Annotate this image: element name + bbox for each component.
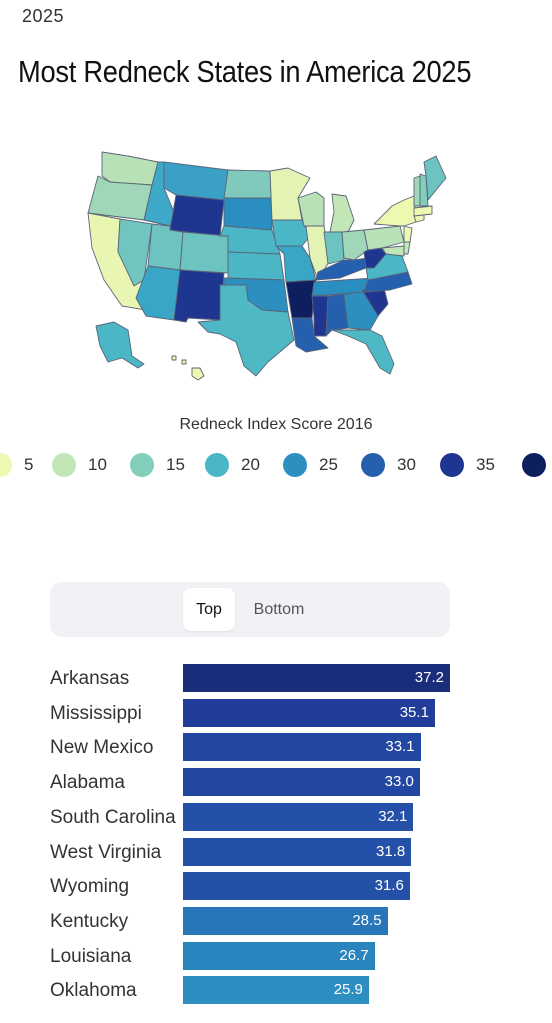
state-de: [403, 241, 411, 255]
bar: 32.1: [183, 802, 414, 831]
state-oh: [341, 229, 369, 261]
state-wi: [297, 191, 325, 227]
bar-category-label: Mississippi: [50, 702, 142, 724]
us-choropleth-map: [48, 140, 488, 390]
legend-swatch: [361, 453, 385, 477]
bar: 25.9: [183, 976, 369, 1005]
state-me: [423, 155, 447, 201]
top-bottom-toggle: Top Bottom: [50, 582, 450, 637]
bar-category-label: Alabama: [50, 772, 125, 794]
legend-item: 5: [0, 448, 33, 482]
bar-value-label: 32.1: [378, 807, 408, 825]
bar-value-label: 33.0: [384, 773, 414, 791]
bar: 37.2: [183, 664, 450, 692]
legend-item: 15: [130, 448, 185, 482]
state-nh: [419, 173, 429, 207]
map-legend: 5 10 15 20 25 30 35: [0, 448, 552, 482]
legend-swatch: [283, 453, 307, 477]
legend-swatch: [440, 453, 464, 477]
bar-value-label: 31.6: [374, 877, 404, 895]
bar-value-label: 28.5: [352, 911, 382, 929]
bar-value-label: 25.9: [333, 981, 363, 999]
state-ar: [285, 279, 317, 319]
bar-category-label: Oklahoma: [50, 980, 137, 1002]
legend-item: 35: [440, 448, 495, 482]
bar-category-label: Louisiana: [50, 945, 132, 967]
state-fl: [331, 329, 395, 375]
state-al: [325, 293, 349, 337]
state-ma: [413, 205, 433, 217]
state-ks: [227, 251, 285, 281]
state-md: [381, 245, 405, 257]
legend-label: 20: [241, 455, 260, 474]
state-tx: [197, 284, 295, 377]
state-ut: [147, 223, 184, 271]
state-hi-island: [171, 355, 177, 361]
bar: 33.0: [183, 768, 420, 797]
state-mt: [163, 161, 229, 201]
state-wy: [169, 194, 225, 237]
toggle-bottom-button[interactable]: Bottom: [253, 601, 305, 618]
legend-item: [522, 448, 546, 482]
ranking-bar-chart: Arkansas 37.2 Mississippi 35.1 New Mexico 33.…: [0, 655, 552, 1007]
legend-label: 10: [88, 455, 107, 474]
state-wa: [101, 151, 159, 186]
legend-item: 20: [205, 448, 260, 482]
bar-value-label: 37.2: [414, 669, 444, 686]
legend-item: 30: [361, 448, 416, 482]
bar-value-label: 31.8: [376, 842, 406, 860]
legend-label: 30: [397, 455, 416, 474]
bar-value-label: 35.1: [399, 703, 429, 721]
bar-category-label: Arkansas: [50, 668, 130, 689]
legend-title: Redneck Index Score 2016: [179, 416, 373, 433]
bar-category-label: Wyoming: [50, 876, 130, 898]
bar-category-label: West Virginia: [50, 841, 162, 863]
state-hi-island: [181, 359, 187, 365]
state-in: [323, 231, 345, 265]
state-ms: [311, 295, 329, 337]
state-ne: [219, 225, 281, 255]
bar: 31.8: [183, 837, 412, 866]
bar-category-label: South Carolina: [50, 806, 176, 828]
bar-value-label: 26.7: [339, 946, 369, 964]
bar: 31.6: [183, 872, 410, 901]
state-vt: [413, 175, 421, 207]
legend-item: 10: [52, 448, 107, 482]
state-nd: [223, 169, 272, 199]
legend-swatch: [205, 453, 229, 477]
legend-swatch: [130, 453, 154, 477]
legend-label: 35: [476, 455, 495, 474]
page-title: Most Redneck States in America 2025: [18, 54, 472, 89]
bar: 35.1: [183, 698, 435, 727]
legend-swatch: [52, 453, 76, 477]
state-ny: [373, 195, 417, 227]
state-mi: [329, 193, 355, 233]
toggle-top-button[interactable]: Top: [183, 588, 235, 631]
bar: 28.5: [183, 906, 388, 935]
legend-swatch: [0, 453, 12, 477]
legend-label: 15: [166, 455, 185, 474]
state-nv: [117, 218, 153, 287]
legend-label: 5: [24, 455, 34, 474]
state-nm: [173, 269, 225, 323]
bar: 26.7: [183, 941, 375, 970]
map-svg: [87, 151, 447, 381]
legend-item: 25: [283, 448, 338, 482]
bar: 33.1: [183, 733, 421, 762]
state-la: [291, 317, 329, 353]
bar-value-label: 33.1: [385, 738, 415, 756]
legend-label: 25: [319, 455, 338, 474]
state-sd: [223, 197, 273, 231]
state-hi: [191, 367, 205, 381]
year-tag: 2025: [22, 6, 65, 26]
legend-swatch: [522, 453, 546, 477]
state-ak: [95, 321, 145, 369]
state-nj: [403, 225, 413, 243]
state-pa: [363, 225, 405, 251]
bar-category-label: Kentucky: [50, 910, 129, 932]
state-co: [179, 231, 229, 274]
state-ia: [271, 219, 311, 247]
bar-category-label: New Mexico: [50, 737, 154, 759]
